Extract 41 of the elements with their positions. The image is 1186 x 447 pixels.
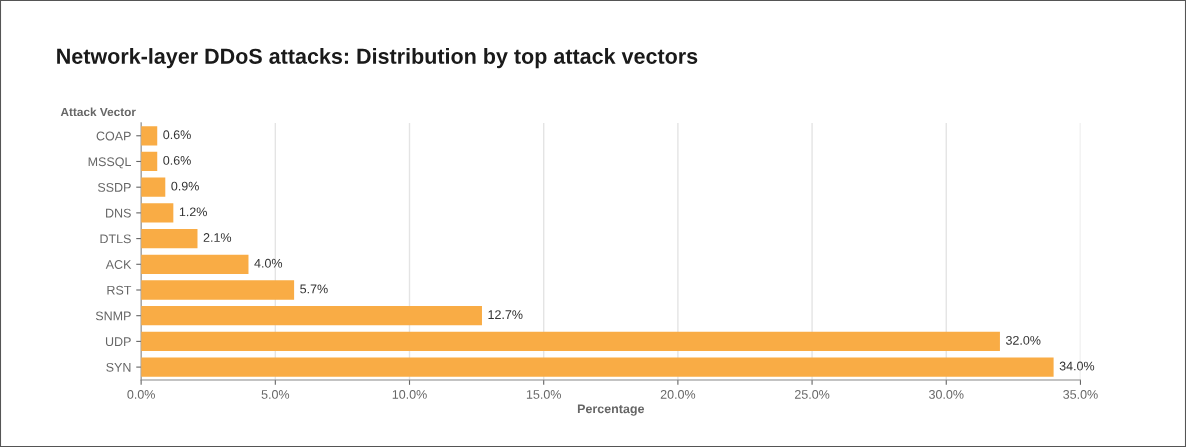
x-axis-title: Percentage — [577, 404, 645, 416]
chart-title: Network-layer DDoS attacks: Distribution by top attack vectors — [57, 48, 698, 69]
data-label: 12.7% — [488, 310, 523, 319]
y-tick-label: COAP — [96, 131, 131, 141]
y-tick-label: MSSQL — [88, 157, 131, 169]
bar — [141, 331, 1000, 352]
bar — [141, 254, 249, 274]
y-tick-label: SNMP — [95, 311, 131, 321]
bar — [141, 280, 295, 300]
x-tick-label: 35.0% — [1063, 390, 1098, 399]
x-tick-label: 15.0% — [526, 390, 561, 399]
data-label: 1.2% — [179, 207, 207, 217]
y-tick-label: RST — [107, 285, 132, 295]
x-tick-label: 10.0% — [392, 390, 427, 399]
y-tick-label: ACK — [105, 260, 132, 269]
x-tick-label: 0.0% — [127, 390, 155, 399]
y-axis-title: Attack Vector — [60, 107, 136, 117]
x-tick-label: 5.0% — [261, 390, 290, 399]
bar — [141, 203, 174, 223]
y-tick-label: DNS — [106, 208, 131, 218]
bar — [141, 357, 1054, 377]
data-label: 2.1% — [203, 233, 232, 242]
bar — [141, 177, 166, 197]
bar — [141, 126, 158, 146]
x-tick-label: 20.0% — [660, 390, 696, 399]
x-tick-label: 25.0% — [794, 390, 830, 399]
bar — [141, 151, 158, 172]
bar — [141, 306, 482, 326]
bar — [141, 228, 198, 249]
data-label: 0.9% — [171, 181, 199, 191]
y-tick-label: SYN — [106, 362, 131, 372]
x-tick-label: 30.0% — [929, 390, 964, 399]
y-tick-label: UDP — [105, 337, 131, 347]
data-label: 5.7% — [300, 284, 328, 294]
data-label: 32.0% — [1005, 335, 1041, 345]
y-tick-label: DTLS — [100, 234, 131, 244]
y-tick-label: SSDP — [97, 182, 131, 192]
data-label: 34.0% — [1059, 361, 1095, 371]
data-label: 0.6% — [163, 130, 191, 140]
data-label: 4.0% — [254, 258, 283, 268]
data-label: 0.6% — [163, 155, 191, 165]
